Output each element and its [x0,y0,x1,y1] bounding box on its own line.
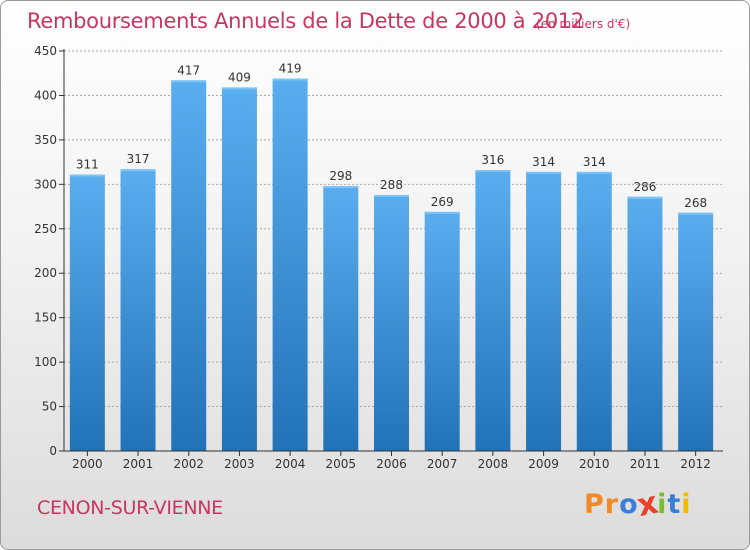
logo-letter: P [584,489,605,520]
chart-title: Remboursements Annuels de la Dette de 20… [27,9,584,33]
bar-highlight [272,78,308,81]
logo-letter: t [667,489,682,520]
y-tick-label: 300 [34,177,57,191]
data-label: 288 [380,178,403,192]
data-label: 419 [279,62,302,76]
bar [424,211,460,451]
bar [221,87,257,451]
x-tick-label: 2005 [326,457,357,471]
data-label: 311 [76,158,99,172]
data-label: 268 [684,196,707,210]
bar [120,169,156,451]
data-labels: 311 317 417 409 419 298 288 269 316 314 314 286 268 [76,62,707,210]
x-tick-label: 2007 [427,457,458,471]
bar [678,212,714,451]
bar [374,195,409,451]
bar-highlight [475,170,511,173]
x-tick-label: 2006 [376,457,407,471]
bar-highlight [120,169,156,172]
logo-letter: i [681,489,692,520]
bar-highlight [526,171,562,174]
data-label: 269 [431,195,454,209]
data-label: 417 [177,63,200,77]
bar-highlight [678,212,714,215]
x-tick-label: 2003 [224,457,255,471]
bars [69,78,714,452]
x-tick-label: 2012 [680,457,711,471]
bar-highlight [627,196,663,199]
data-label: 314 [583,155,606,169]
bar [171,80,207,451]
chart-subtitle: (en milliers d'€) [536,17,631,31]
logo-letter: r [604,489,620,520]
data-label: 409 [228,70,251,84]
y-tick-label: 100 [34,355,57,369]
bar [627,196,663,451]
bar [272,78,308,452]
axes: 0 50 100 150 200 250 300 350 400 450 2000 2001 2002 2… [34,44,723,471]
data-label: 316 [481,153,504,167]
x-tick-label: 2004 [275,457,306,471]
data-label: 314 [532,155,555,169]
data-label: 286 [634,180,657,194]
data-label: 317 [127,152,150,166]
y-tick-label: 450 [34,44,57,58]
bar-highlight [69,174,105,177]
y-tick-label: 350 [34,133,57,147]
bar-highlight [171,80,207,83]
logo-letter: i [657,489,668,520]
x-tick-label: 2008 [478,457,509,471]
bar [526,171,562,451]
x-tick-label: 2011 [630,457,661,471]
x-tick-label: 2001 [123,457,154,471]
x-tick-label: 2002 [173,457,204,471]
logo-letter: o [619,489,639,520]
y-tick-label: 50 [42,400,57,414]
y-tick-label: 200 [34,266,57,280]
bar [69,174,105,452]
y-tick-label: 250 [34,222,57,236]
y-tick-label: 150 [34,311,57,325]
bar [475,170,511,451]
commune-name: CENON-SUR-VIENNE [37,497,223,519]
bar-highlight [374,195,409,197]
x-tick-label: 2010 [579,457,610,471]
bar [323,186,359,451]
proxiti-logo: Proxiti [584,485,692,524]
x-tick-label: 2009 [528,457,559,471]
bar [576,171,612,451]
data-label: 298 [329,169,352,183]
bar-highlight [323,186,359,189]
y-tick-label: 400 [34,88,57,102]
bar-highlight [576,171,612,174]
x-tick-label: 2000 [72,457,103,471]
bar-highlight [221,87,257,90]
bar-highlight [424,211,460,214]
y-tick-label: 0 [49,444,57,458]
